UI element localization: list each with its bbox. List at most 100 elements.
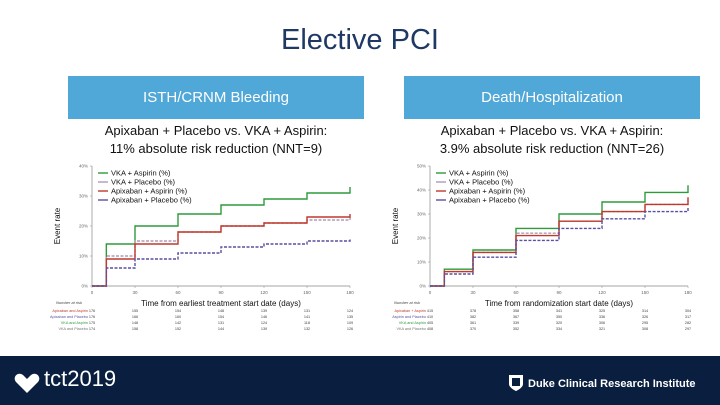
risk-value: 326 [642, 315, 648, 319]
risk-row-name: VKA and Placebo [58, 327, 88, 331]
risk-value: 176 [89, 309, 95, 313]
risk-value: 282 [685, 321, 691, 325]
x-axis-label: Time from earliest treatment start date … [141, 299, 301, 308]
risk-value: 132 [304, 327, 310, 331]
y-tick-label: 20% [417, 236, 426, 241]
risk-value: 308 [642, 327, 648, 331]
risk-value: 321 [599, 327, 605, 331]
x-tick-label: 180 [684, 290, 692, 295]
risk-value: 158 [132, 327, 138, 331]
x-tick-label: 150 [303, 290, 311, 295]
x-axis-label: Time from randomization start date (days… [485, 299, 634, 308]
risk-value: 361 [470, 321, 476, 325]
risk-row-name: VKA and Aspirin [399, 321, 426, 325]
risk-value: 314 [642, 309, 648, 313]
risk-value: 295 [642, 321, 648, 325]
risk-value: 109 [347, 321, 353, 325]
legend-entry-0: VKA + Aspirin (%) [449, 169, 509, 178]
risk-row-name: VKA and Aspirin [61, 321, 88, 325]
bleeding-subtitle: Apixaban + Placebo vs. VKA + Aspirin: 11… [68, 119, 364, 160]
legend-entry-1: VKA + Placebo (%) [449, 178, 513, 187]
series-line-2 [430, 197, 689, 287]
risk-value: 154 [175, 309, 181, 313]
bleeding-chart: 0% 10% 20% 30% 40% 0 30 60 90 120 150 180 Event rate… [50, 164, 354, 332]
duke-shield-icon [509, 375, 523, 391]
y-tick-label: 10% [417, 260, 426, 265]
risk-value: 350 [556, 315, 562, 319]
risk-value: 131 [218, 321, 224, 325]
x-tick-label: 30 [132, 290, 138, 295]
number-at-risk-label: Number at risk [394, 300, 421, 305]
death-heading: Death/Hospitalization [481, 89, 623, 106]
risk-row-name: Apixaban + Aspirin [394, 309, 426, 313]
bleeding-chart-wrap: 0% 10% 20% 30% 40% 0 30 60 90 120 150 180 Event rate… [40, 160, 370, 361]
heart-logo-icon [14, 373, 40, 393]
risk-value: 131 [304, 309, 310, 313]
legend-entry-0: VKA + Aspirin (%) [111, 169, 171, 178]
death-chart-wrap: 0% 10% 20% 30% 40% 50% 0 30 60 90 120 150 180 Event r… [378, 160, 708, 361]
risk-value: 126 [347, 327, 353, 331]
x-tick-label: 60 [175, 290, 181, 295]
risk-value: 154 [218, 315, 224, 319]
risk-value: 148 [218, 309, 224, 313]
risk-value: 410 [427, 315, 433, 319]
risk-value: 297 [685, 327, 691, 331]
x-tick-label: 0 [91, 290, 94, 295]
bleeding-risk-reduction: 11% absolute risk reduction (NNT=9) [109, 141, 323, 156]
risk-value: 174 [89, 327, 95, 331]
series-line-0 [92, 187, 351, 287]
death-subtitle: Apixaban + Placebo vs. VKA + Aspirin: 3.… [404, 119, 700, 160]
death-comparison: Apixaban + Placebo vs. VKA + Aspirin: [440, 123, 664, 138]
risk-row-name: Apixaban and Placebo [50, 315, 88, 319]
risk-row-name: Apixaban and Aspirin [52, 309, 88, 313]
y-axis-label: Event rate [391, 207, 400, 244]
death-panel: Death/Hospitalization Apixaban + Placebo… [404, 76, 700, 160]
risk-value: 139 [261, 309, 267, 313]
risk-value: 135 [347, 315, 353, 319]
y-tick-label: 20% [79, 224, 88, 229]
risk-value: 317 [685, 315, 691, 319]
risk-value: 336 [599, 315, 605, 319]
y-tick-label: 40% [79, 164, 88, 169]
x-tick-label: 120 [598, 290, 606, 295]
risk-value: 166 [132, 315, 138, 319]
death-chart: 0% 10% 20% 30% 40% 50% 0 30 60 90 120 150 180 Event r… [391, 164, 692, 332]
x-tick-label: 30 [470, 290, 476, 295]
legend-entry-3: Apixaban + Placebo (%) [111, 196, 192, 205]
x-tick-label: 150 [641, 290, 649, 295]
y-tick-label: 30% [79, 194, 88, 199]
x-tick-label: 180 [346, 290, 354, 295]
y-tick-label: 30% [417, 212, 426, 217]
risk-row-name: VKA and Placebo [396, 327, 426, 331]
y-tick-label: 40% [417, 188, 426, 193]
risk-value: 306 [599, 321, 605, 325]
risk-value: 358 [513, 309, 519, 313]
x-tick-label: 60 [513, 290, 519, 295]
risk-value: 146 [261, 315, 267, 319]
risk-value: 144 [218, 327, 224, 331]
series-line-1 [430, 199, 689, 287]
series-line-3 [92, 238, 351, 287]
risk-value: 378 [470, 309, 476, 313]
bleeding-comparison: Apixaban + Placebo vs. VKA + Aspirin: [104, 123, 328, 138]
risk-value: 405 [427, 321, 433, 325]
risk-value: 124 [347, 309, 353, 313]
risk-value: 175 [89, 321, 95, 325]
risk-value: 382 [470, 315, 476, 319]
x-tick-label: 90 [556, 290, 562, 295]
risk-value: 415 [427, 309, 433, 313]
risk-value: 408 [427, 327, 433, 331]
risk-value: 367 [513, 315, 519, 319]
footer-bar [0, 356, 720, 405]
risk-value: 148 [132, 321, 138, 325]
risk-value: 320 [556, 321, 562, 325]
risk-value: 339 [513, 321, 519, 325]
y-tick-label: 0% [419, 284, 426, 289]
risk-row-name: Aspirin and Placebo [392, 315, 426, 319]
duke-institute-name: Duke Clinical Research Institute [528, 378, 696, 390]
risk-value: 352 [513, 327, 519, 331]
risk-value: 370 [470, 327, 476, 331]
slide-title: Elective PCI [281, 24, 439, 56]
x-tick-label: 0 [429, 290, 432, 295]
x-tick-label: 90 [218, 290, 224, 295]
